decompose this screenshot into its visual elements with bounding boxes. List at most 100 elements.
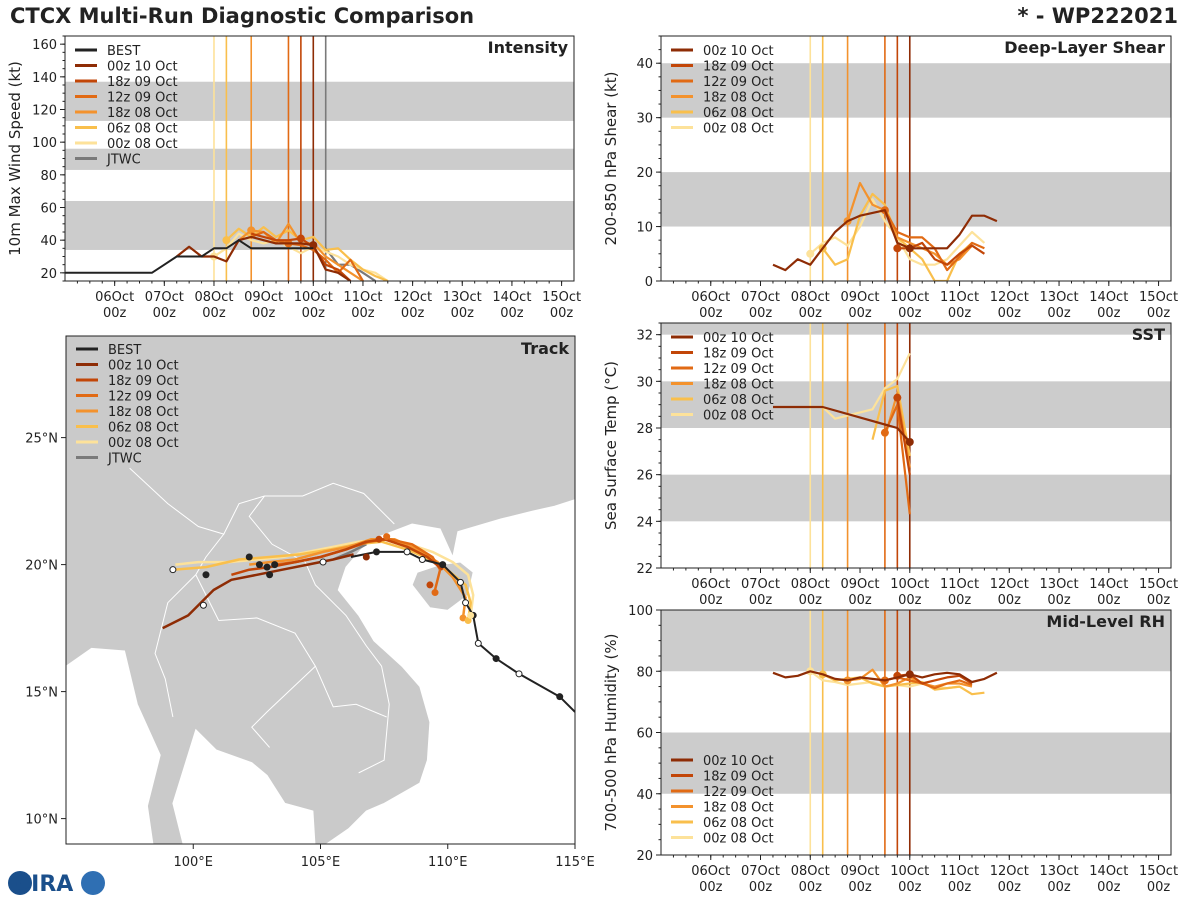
- legend-label: 18z 08 Oct: [108, 405, 179, 420]
- x-tick-label: 105°E: [301, 855, 341, 870]
- x-tick-label: 11Oct: [940, 577, 979, 592]
- panel-title: Track: [521, 339, 569, 358]
- x-tick-sublabel: 00z: [451, 306, 475, 321]
- x-tick-sublabel: 00z: [500, 306, 524, 321]
- series-line-best: [65, 239, 314, 274]
- track-position-dot: [255, 561, 263, 569]
- y-tick-label: 40: [40, 234, 57, 249]
- x-tick-label: 07Oct: [741, 864, 780, 879]
- x-tick-label: 11Oct: [343, 290, 382, 305]
- x-tick-label: 08Oct: [194, 290, 233, 305]
- shaded-band: [65, 148, 574, 170]
- y-tick-label: 24: [636, 515, 653, 530]
- shaded-band: [661, 63, 1171, 118]
- legend-label: 00z 08 Oct: [108, 436, 179, 451]
- legend-label: BEST: [108, 343, 141, 358]
- track-marker-00z-10-oct: [362, 553, 370, 561]
- shaded-band: [661, 381, 1171, 428]
- axes-frame: [660, 322, 1172, 569]
- y-tick-label: 160: [32, 38, 57, 53]
- series-marker-00z-10-oct: [905, 438, 914, 446]
- series-line-00z-10-oct: [772, 209, 998, 272]
- y-axis-label: 200-850 hPa Shear (kt): [602, 72, 620, 246]
- x-tick-label: 11Oct: [940, 290, 979, 305]
- legend-label: 18z 09 Oct: [703, 60, 774, 75]
- x-tick-sublabel: 00z: [1097, 593, 1121, 608]
- x-tick-label: 15Oct: [1139, 577, 1178, 592]
- shaded-band: [661, 323, 1171, 335]
- track-open-marker: [456, 578, 464, 586]
- series-marker-18z-09-oct: [296, 234, 305, 243]
- y-tick-label: 22: [636, 562, 653, 577]
- x-tick-label: 14Oct: [1089, 864, 1128, 879]
- x-tick-sublabel: 00z: [1147, 306, 1171, 321]
- x-tick-label: 10Oct: [890, 290, 929, 305]
- x-tick-label: 13Oct: [1040, 577, 1079, 592]
- legend-label: 18z 08 Oct: [703, 801, 774, 816]
- x-tick-sublabel: 00z: [153, 306, 177, 321]
- legend-label: 18z 09 Oct: [703, 347, 774, 362]
- panel-title: Mid-Level RH: [1046, 612, 1165, 631]
- x-tick-sublabel: 00z: [1047, 306, 1071, 321]
- x-tick-label: 15Oct: [1139, 864, 1178, 879]
- x-tick-label: 09Oct: [841, 577, 880, 592]
- panel-track: 100°E 105°E 110°E 115°E 10°N 15°N 20°N 25°N Trac…: [25, 335, 595, 870]
- y-tick-label: 25°N: [25, 432, 58, 447]
- track-open-marker: [403, 548, 411, 556]
- x-tick-label: 10Oct: [890, 577, 929, 592]
- x-tick-label: 06Oct: [691, 290, 730, 305]
- shaded-band: [661, 732, 1171, 794]
- x-tick-sublabel: 00z: [848, 593, 872, 608]
- track-marker-18z-09-oct: [375, 535, 383, 543]
- x-tick-label: 06Oct: [691, 577, 730, 592]
- legend-label: 18z 08 Oct: [703, 378, 774, 393]
- x-tick-label: 12Oct: [990, 864, 1029, 879]
- y-tick-label: 80: [40, 169, 57, 184]
- shaded-band: [661, 474, 1171, 522]
- x-tick-sublabel: 00z: [998, 880, 1022, 895]
- track-map: [66, 336, 575, 844]
- panel-shear: 01020304006Oct00z07Oct00z08Oct00z09Oct00…: [602, 35, 1178, 321]
- track-position-dot: [263, 563, 271, 571]
- y-tick-label: 120: [32, 104, 57, 119]
- legend-label: 12z 09 Oct: [108, 390, 179, 405]
- y-tick-label: 20: [636, 166, 653, 181]
- legend-label: 00z 08 Oct: [703, 122, 774, 137]
- y-tick-label: 40: [636, 57, 653, 72]
- country-border: [248, 495, 390, 774]
- x-tick-label: 14Oct: [1089, 577, 1128, 592]
- x-tick-label: 12Oct: [990, 577, 1029, 592]
- x-tick-label: 115°E: [555, 855, 595, 870]
- legend-label: BEST: [107, 44, 140, 59]
- y-tick-label: 100: [32, 136, 57, 151]
- track-marker-12z-09-oct: [383, 533, 391, 541]
- series-group: [65, 222, 389, 281]
- x-tick-sublabel: 00z: [699, 306, 723, 321]
- x-tick-label: 14Oct: [492, 290, 531, 305]
- shaded-band: [661, 610, 1171, 672]
- x-tick-label: 09Oct: [841, 290, 880, 305]
- track-position-dot: [202, 571, 210, 579]
- x-tick-sublabel: 00z: [1147, 593, 1171, 608]
- legend-label: 18z 08 Oct: [107, 106, 178, 121]
- y-tick-label: 30: [636, 112, 653, 127]
- cira-logo-text: CIRA: [15, 872, 73, 897]
- y-tick-label: 30: [636, 375, 653, 390]
- panel-sst: 22242628303206Oct00z07Oct00z08Oct00z09Oc…: [602, 322, 1178, 608]
- legend-label: 00z 10 Oct: [703, 754, 774, 769]
- series-marker-18z-08-oct: [247, 226, 256, 235]
- x-tick-label: 13Oct: [1040, 864, 1079, 879]
- x-tick-sublabel: 00z: [848, 306, 872, 321]
- y-tick-label: 26: [636, 469, 653, 484]
- track-marker-00z-08-oct: [467, 611, 475, 619]
- legend-label: JTWC: [107, 452, 142, 467]
- legend-label: JTWC: [106, 153, 141, 168]
- x-tick-label: 13Oct: [1040, 290, 1079, 305]
- x-tick-sublabel: 00z: [1047, 593, 1071, 608]
- legend-label: 00z 08 Oct: [703, 832, 774, 847]
- x-tick-sublabel: 00z: [1147, 880, 1171, 895]
- series-group: [773, 352, 914, 515]
- legend-label: 00z 10 Oct: [107, 60, 178, 75]
- legend-label: 12z 09 Oct: [703, 362, 774, 377]
